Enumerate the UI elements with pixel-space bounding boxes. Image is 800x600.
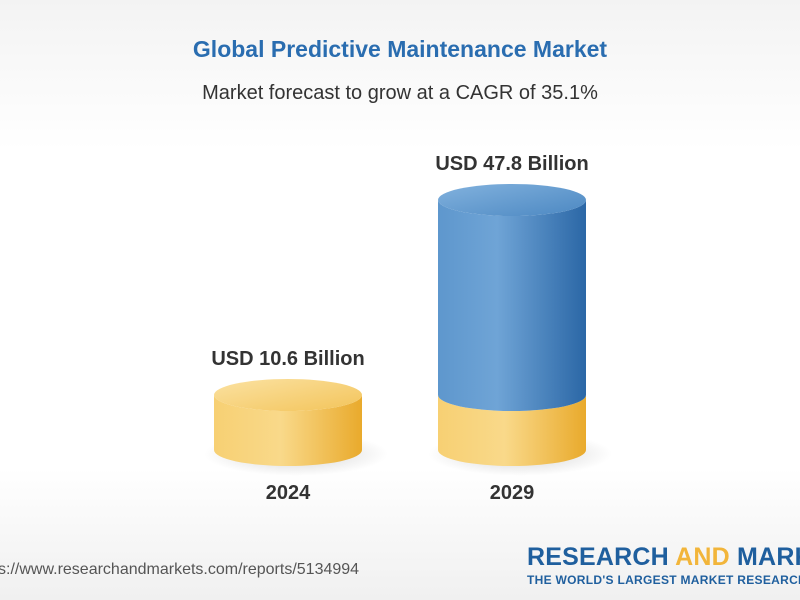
bar-2029-base-segment [438, 395, 586, 466]
x-tick-label-2029: 2029 [490, 482, 535, 504]
bar-2024-top [214, 379, 362, 411]
bar-2024 [214, 395, 362, 466]
chart-subtitle: Market forecast to grow at a CAGR of 35.… [202, 82, 598, 104]
brand-tagline: THE WORLD'S LARGEST MARKET RESEARCH ST [527, 573, 800, 587]
source-url: s://www.researchandmarkets.com/reports/5… [0, 561, 360, 578]
brand-name: RESEARCH AND MARKET [527, 543, 800, 571]
chart-title: Global Predictive Maintenance Market [192, 36, 608, 62]
bar-2029-top [438, 184, 586, 216]
bar-2029 [438, 200, 586, 411]
brand-logo: RESEARCH AND MARKET THE WORLD'S LARGEST … [527, 543, 800, 587]
x-tick-label-2024: 2024 [266, 482, 311, 504]
value-label-2024: USD 10.6 Billion [211, 348, 364, 370]
value-label-2029: USD 47.8 Billion [435, 153, 588, 175]
